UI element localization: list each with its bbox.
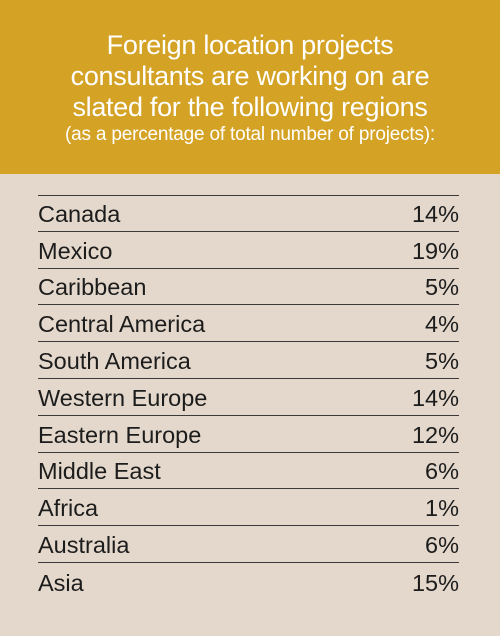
percentage-value: 12% bbox=[412, 421, 459, 449]
regions-table: Canada 14% Mexico 19% Caribbean 5% Central Ame… bbox=[38, 195, 459, 600]
region-label: Middle East bbox=[38, 457, 161, 485]
percentage-value: 15% bbox=[412, 569, 459, 597]
percentage-value: 4% bbox=[425, 310, 459, 338]
region-label: Eastern Europe bbox=[38, 421, 201, 449]
percentage-value: 14% bbox=[412, 200, 459, 228]
region-label: Caribbean bbox=[38, 273, 146, 301]
region-label: Canada bbox=[38, 200, 120, 228]
region-label: Asia bbox=[38, 569, 84, 597]
title-line-2: consultants are working on are bbox=[0, 61, 500, 92]
region-label: South America bbox=[38, 347, 191, 375]
region-label: Africa bbox=[38, 494, 98, 522]
region-label: Australia bbox=[38, 531, 129, 559]
title-line-1: Foreign location projects bbox=[0, 30, 500, 61]
table-row: Asia 15% bbox=[38, 563, 459, 600]
percentage-value: 5% bbox=[425, 347, 459, 375]
percentage-value: 14% bbox=[412, 384, 459, 412]
table-row: Mexico 19% bbox=[38, 232, 459, 269]
header-banner: Foreign location projects consultants ar… bbox=[0, 0, 500, 174]
table-row: South America 5% bbox=[38, 342, 459, 379]
table-row: Eastern Europe 12% bbox=[38, 416, 459, 453]
region-label: Western Europe bbox=[38, 384, 207, 412]
table-row: Canada 14% bbox=[38, 195, 459, 232]
table-row: Australia 6% bbox=[38, 526, 459, 563]
subtitle: (as a percentage of total number of proj… bbox=[0, 123, 500, 147]
title-line-3: slated for the following regions bbox=[0, 92, 500, 123]
table-row: Caribbean 5% bbox=[38, 269, 459, 306]
table-row: Central America 4% bbox=[38, 305, 459, 342]
percentage-value: 19% bbox=[412, 237, 459, 265]
region-label: Mexico bbox=[38, 237, 112, 265]
region-label: Central America bbox=[38, 310, 205, 338]
percentage-value: 6% bbox=[425, 457, 459, 485]
table-row: Africa 1% bbox=[38, 489, 459, 526]
table-row: Middle East 6% bbox=[38, 453, 459, 490]
table-row: Western Europe 14% bbox=[38, 379, 459, 416]
percentage-value: 6% bbox=[425, 531, 459, 559]
percentage-value: 1% bbox=[425, 494, 459, 522]
percentage-value: 5% bbox=[425, 273, 459, 301]
